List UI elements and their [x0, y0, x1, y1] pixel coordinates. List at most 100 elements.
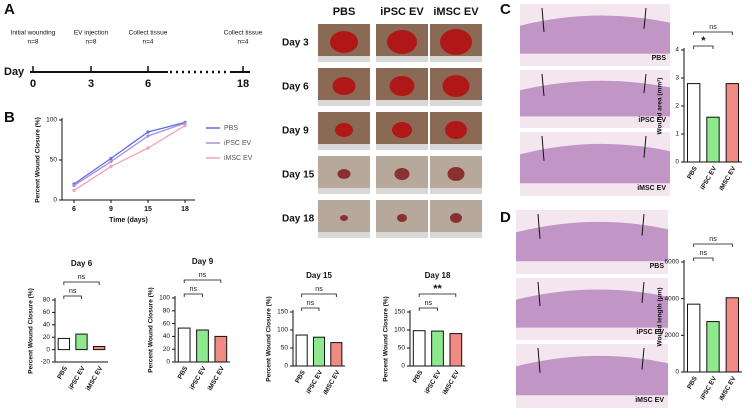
- bar: [93, 346, 106, 351]
- histology-tissue: [520, 15, 670, 54]
- histology-label: PBS: [650, 263, 665, 270]
- significance-bracket: [693, 45, 714, 49]
- x-tick-label: iPSC EV: [699, 165, 718, 191]
- arrow: [643, 135, 647, 158]
- significance-bracket: [63, 281, 100, 285]
- significance-bracket: [301, 293, 337, 297]
- significance-bracket: [693, 243, 733, 247]
- significance-bracket: [693, 31, 733, 35]
- panel-label: A: [4, 1, 15, 18]
- y-tick-label: 0: [46, 346, 50, 353]
- y-tick-label: 1: [675, 131, 679, 138]
- x-tick-label: iMSC EV: [718, 375, 738, 402]
- x-tick-label: PBS: [56, 365, 69, 381]
- significance-bracket: [418, 293, 457, 297]
- arrow: [643, 7, 647, 29]
- bar: [412, 330, 426, 367]
- point: [109, 156, 113, 160]
- timeline-day: 3: [88, 78, 94, 90]
- chart-title: Day 15: [306, 271, 332, 280]
- y-tick-label: 100: [159, 295, 170, 302]
- bar: [75, 333, 88, 351]
- wound-photo-lesion: [447, 167, 465, 181]
- arrow: [537, 347, 541, 373]
- y-tick-label: 4: [675, 47, 679, 54]
- histology-tissue: [516, 221, 668, 262]
- y-axis-label: Percent Wound Closure (%): [148, 287, 155, 372]
- bar: [431, 330, 444, 367]
- timeline-day: 0: [30, 78, 36, 90]
- series-line: [73, 122, 186, 187]
- photo-row-label: Day 3: [282, 38, 309, 49]
- photo-column-label: PBS: [333, 6, 356, 18]
- y-axis-label: Percent Wound Closure (%): [383, 296, 390, 381]
- photo-column-label: iMSC EV: [433, 6, 479, 18]
- y-tick-label: 4000: [665, 295, 680, 302]
- legend-label: iMSC EV: [224, 155, 253, 162]
- bar: [449, 333, 463, 367]
- y-tick-label: 0: [675, 369, 679, 376]
- wound-photo-lesion: [337, 169, 351, 179]
- significance-label: ns: [307, 300, 315, 307]
- point: [183, 124, 187, 128]
- ruler: [376, 56, 428, 62]
- y-tick-label: 50: [398, 345, 406, 352]
- y-tick-label: 100: [394, 327, 405, 334]
- point: [146, 146, 150, 150]
- timeline-event: Collect tissue: [129, 30, 168, 37]
- x-tick-label: 15: [144, 206, 152, 213]
- x-tick-label: PBS: [177, 365, 190, 381]
- ruler: [430, 56, 482, 62]
- bar: [57, 337, 70, 351]
- y-tick-label: 20: [43, 334, 51, 341]
- significance-label: *: [701, 35, 706, 47]
- x-tick-label: iMSC EV: [718, 165, 738, 192]
- series-line: [73, 125, 186, 191]
- photo-row-label: Day 6: [282, 82, 309, 93]
- chart-title: Day 18: [425, 271, 451, 280]
- timeline-day-label: Day: [4, 66, 25, 78]
- x-tick-label: iPSC EV: [699, 375, 718, 401]
- y-axis-label: Percent Wound Closure (%): [28, 288, 35, 373]
- significance-label: ns: [69, 288, 77, 295]
- x-tick-label: iPSC EV: [305, 369, 324, 395]
- timeline-day: 18: [237, 78, 249, 90]
- y-tick-label: 0: [166, 359, 170, 366]
- point: [72, 188, 76, 192]
- significance-bracket: [301, 307, 320, 311]
- wound-photo-lesion: [340, 215, 348, 221]
- x-tick-label: PBS: [686, 375, 699, 391]
- x-tick-label: PBS: [686, 165, 699, 181]
- photo-row-label: Day 9: [282, 126, 309, 137]
- point: [109, 160, 113, 164]
- arrow: [643, 73, 647, 94]
- bar: [177, 327, 191, 363]
- significance-label: ns: [315, 286, 323, 293]
- bar: [196, 329, 209, 363]
- y-tick-label: -20: [41, 359, 51, 366]
- y-tick-label: 2000: [665, 332, 680, 339]
- wound-photo-lesion: [335, 123, 353, 137]
- histology-label: PBS: [652, 55, 667, 62]
- y-tick-label: 50: [281, 345, 289, 352]
- timeline-n: n=8: [85, 39, 96, 46]
- ruler: [430, 232, 482, 238]
- significance-bracket: [183, 279, 222, 283]
- chart-title: Day 9: [192, 257, 214, 266]
- arrow: [541, 7, 545, 32]
- significance-bracket: [418, 307, 438, 311]
- wound-photo-lesion: [440, 29, 472, 55]
- bar: [725, 83, 740, 163]
- x-tick-label: iMSC EV: [322, 369, 342, 396]
- significance-label: ns: [199, 272, 207, 279]
- y-tick-label: 0: [401, 363, 405, 370]
- y-tick-label: 60: [163, 320, 171, 327]
- bar: [295, 334, 308, 367]
- ruler: [376, 232, 428, 238]
- wound-photo-lesion: [330, 31, 358, 53]
- histology-label: iPSC EV: [636, 329, 664, 336]
- significance-label: ns: [78, 274, 86, 281]
- ruler: [376, 188, 428, 194]
- legend-label: PBS: [224, 125, 238, 132]
- x-tick-label: iPSC EV: [424, 369, 443, 395]
